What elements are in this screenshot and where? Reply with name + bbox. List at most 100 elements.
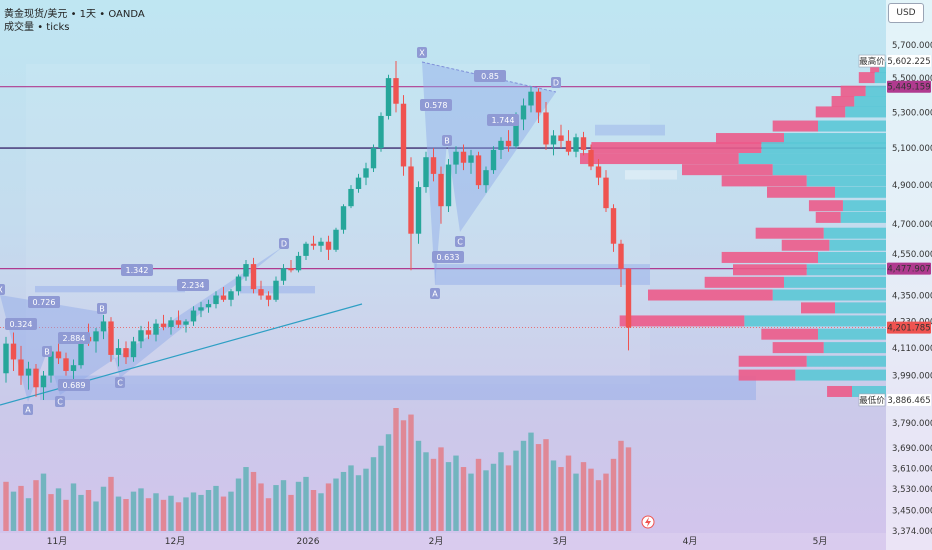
volume-bar [415, 440, 422, 531]
legend-separator: • [99, 9, 106, 20]
price-tag-name: 最低价 [859, 395, 885, 406]
candle-body [55, 351, 62, 359]
volume-bar [123, 499, 129, 531]
price-tick-label: 3,790.000 [892, 419, 932, 429]
time-tick-label: 3月 [553, 536, 568, 547]
volume-profile-down [591, 142, 762, 154]
candle-body [198, 307, 204, 311]
candle-body [205, 304, 212, 308]
volume-bar [520, 440, 527, 531]
candle-body [213, 295, 219, 305]
volume-bar [295, 481, 302, 531]
time-tick-label: 11月 [47, 536, 67, 547]
candle-body [408, 166, 414, 234]
pattern-point-label: A [25, 406, 31, 415]
candle-body [318, 241, 324, 246]
volume-profile-up [744, 315, 886, 327]
ratio-badge [121, 264, 153, 276]
candle-body [183, 321, 189, 325]
time-tick-label: 5月 [813, 536, 828, 547]
candle-body [93, 331, 99, 342]
pattern-point-badge [0, 284, 5, 295]
price-tag-box [887, 262, 931, 275]
volume-bar [78, 494, 84, 531]
volume-profile-up [879, 62, 886, 74]
volume-profile-up [842, 200, 886, 212]
ratio-badge [474, 70, 506, 82]
candle-body [10, 343, 17, 360]
volume-profile-down [682, 164, 773, 176]
volume-bar [10, 491, 17, 531]
lightning-icon-glyph [645, 517, 651, 527]
volume-bar [258, 483, 264, 531]
candle-body [430, 157, 437, 174]
candle-body [325, 241, 332, 250]
candle-body [393, 78, 399, 104]
volume-bar [528, 432, 534, 531]
volume-bar [243, 467, 249, 531]
candle-body [48, 351, 54, 376]
volume-bar [393, 408, 399, 531]
candle-body [528, 91, 534, 106]
volume-bar [288, 494, 294, 531]
exchange-label[interactable]: OANDA [108, 9, 145, 20]
ratio-label: 0.689 [63, 381, 86, 390]
price-tag-name-box [858, 54, 886, 68]
volume-profile-up [806, 355, 886, 367]
candle-body [70, 365, 77, 371]
volume-profile-down [580, 153, 739, 165]
candle-body [78, 336, 84, 366]
legend-separator: • [70, 9, 77, 20]
candle-body [625, 268, 632, 328]
volume-profile-down [767, 186, 835, 198]
candle-body [588, 149, 594, 167]
price-tag-box [887, 80, 931, 93]
volume-bar [108, 476, 114, 531]
volume-bar [280, 480, 287, 531]
volume-bar [228, 491, 234, 531]
symbol-name[interactable]: 黄金现货/美元 [4, 9, 68, 20]
volume-label[interactable]: 成交量 [4, 22, 34, 33]
currency-button[interactable]: USD [888, 3, 924, 23]
volume-profile-up [795, 369, 886, 381]
price-tag-value: 5,449.159 [887, 83, 930, 93]
candle-body [573, 137, 579, 152]
volume-profile-up [818, 120, 886, 132]
pattern-point-badge [279, 238, 289, 249]
candle-body [378, 115, 384, 149]
candle-body [258, 289, 264, 296]
volume-bar [55, 488, 62, 531]
volume-profile-down [716, 133, 784, 145]
ratio-badge [432, 251, 464, 263]
candle-body [505, 140, 512, 147]
ratio-badge [487, 114, 519, 126]
candle-body [565, 140, 572, 152]
volume-bar [550, 460, 557, 531]
ratio-label: 0.633 [437, 253, 460, 262]
ratio-label: 0.324 [10, 320, 33, 329]
candle-body [333, 229, 339, 250]
volume-bar [138, 488, 144, 531]
pattern-point-label: C [117, 379, 123, 388]
ratio-badge [177, 279, 209, 291]
volume-bar [468, 473, 474, 531]
candle-body [550, 135, 557, 145]
ratio-label: 0.85 [481, 72, 499, 81]
volume-bar [370, 457, 377, 531]
price-tag-value: 4,201.785 [887, 324, 930, 334]
volume-profile-up [772, 164, 886, 176]
volume-bar [303, 476, 309, 531]
candle-body [40, 375, 47, 388]
volume-profile-up [818, 251, 886, 263]
interval-label[interactable]: 1天 [79, 9, 97, 20]
volume-legend[interactable]: 成交量 • ticks [4, 18, 69, 33]
candle-body [100, 321, 107, 332]
candle-body [168, 320, 174, 327]
symbol-legend[interactable]: 黄金现货/美元 • 1天 • OANDA [4, 5, 145, 20]
candle-body [160, 323, 167, 327]
demand-zone-box [40, 375, 756, 401]
candle-body [310, 243, 317, 246]
volume-profile-down [870, 62, 880, 74]
